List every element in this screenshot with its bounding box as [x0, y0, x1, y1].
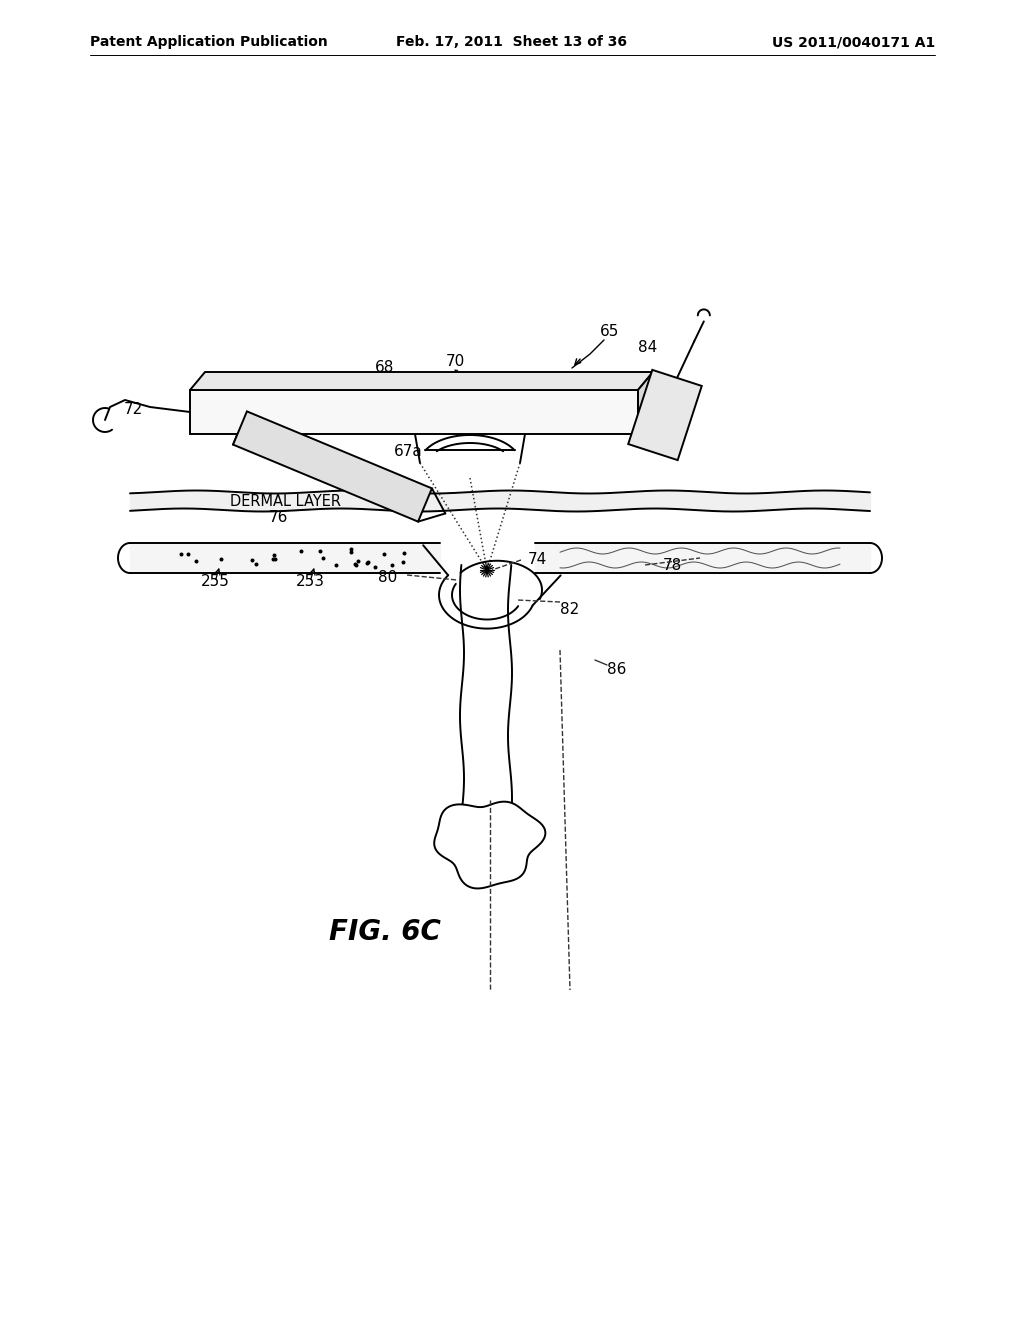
- Point: [343, 541, 359, 562]
- Point: [248, 553, 264, 574]
- Polygon shape: [190, 372, 653, 389]
- Point: [265, 544, 282, 565]
- Point: [349, 550, 366, 572]
- Text: US 2011/0040171 A1: US 2011/0040171 A1: [772, 36, 935, 49]
- Point: [359, 552, 376, 573]
- Text: 76: 76: [268, 511, 288, 525]
- Point: [384, 554, 400, 576]
- Text: Patent Application Publication: Patent Application Publication: [90, 36, 328, 49]
- Text: 255: 255: [201, 574, 229, 590]
- Bar: [190, 389, 638, 434]
- Point: [368, 557, 384, 578]
- Point: [328, 554, 344, 576]
- Point: [314, 548, 331, 569]
- Point: [244, 549, 260, 570]
- Text: 78: 78: [663, 557, 682, 573]
- Polygon shape: [638, 372, 653, 434]
- Polygon shape: [233, 412, 432, 521]
- Polygon shape: [628, 370, 701, 461]
- Text: 86: 86: [607, 663, 627, 677]
- Text: Feb. 17, 2011  Sheet 13 of 36: Feb. 17, 2011 Sheet 13 of 36: [396, 36, 628, 49]
- Point: [376, 544, 392, 565]
- Text: DERMAL LAYER: DERMAL LAYER: [229, 494, 341, 508]
- Text: 72: 72: [123, 403, 142, 417]
- Text: 84: 84: [638, 341, 657, 355]
- Point: [188, 550, 205, 572]
- Text: 74: 74: [527, 553, 547, 568]
- Point: [172, 544, 188, 565]
- Point: [267, 548, 284, 569]
- Point: [396, 543, 413, 564]
- Polygon shape: [434, 801, 546, 888]
- Point: [358, 553, 375, 574]
- Point: [264, 548, 281, 569]
- Text: FIG. 6C: FIG. 6C: [329, 917, 441, 946]
- Text: 70: 70: [445, 355, 465, 370]
- Point: [213, 549, 229, 570]
- Point: [180, 544, 197, 565]
- Text: 65: 65: [600, 325, 620, 339]
- Text: 68: 68: [376, 360, 394, 375]
- Point: [311, 541, 328, 562]
- Text: 80: 80: [379, 570, 397, 586]
- Text: 253: 253: [296, 574, 325, 590]
- Point: [347, 554, 364, 576]
- Point: [346, 553, 362, 574]
- Text: 82: 82: [560, 602, 580, 618]
- Point: [343, 539, 359, 560]
- Point: [293, 541, 309, 562]
- Point: [394, 552, 411, 573]
- Text: 67a: 67a: [393, 445, 422, 459]
